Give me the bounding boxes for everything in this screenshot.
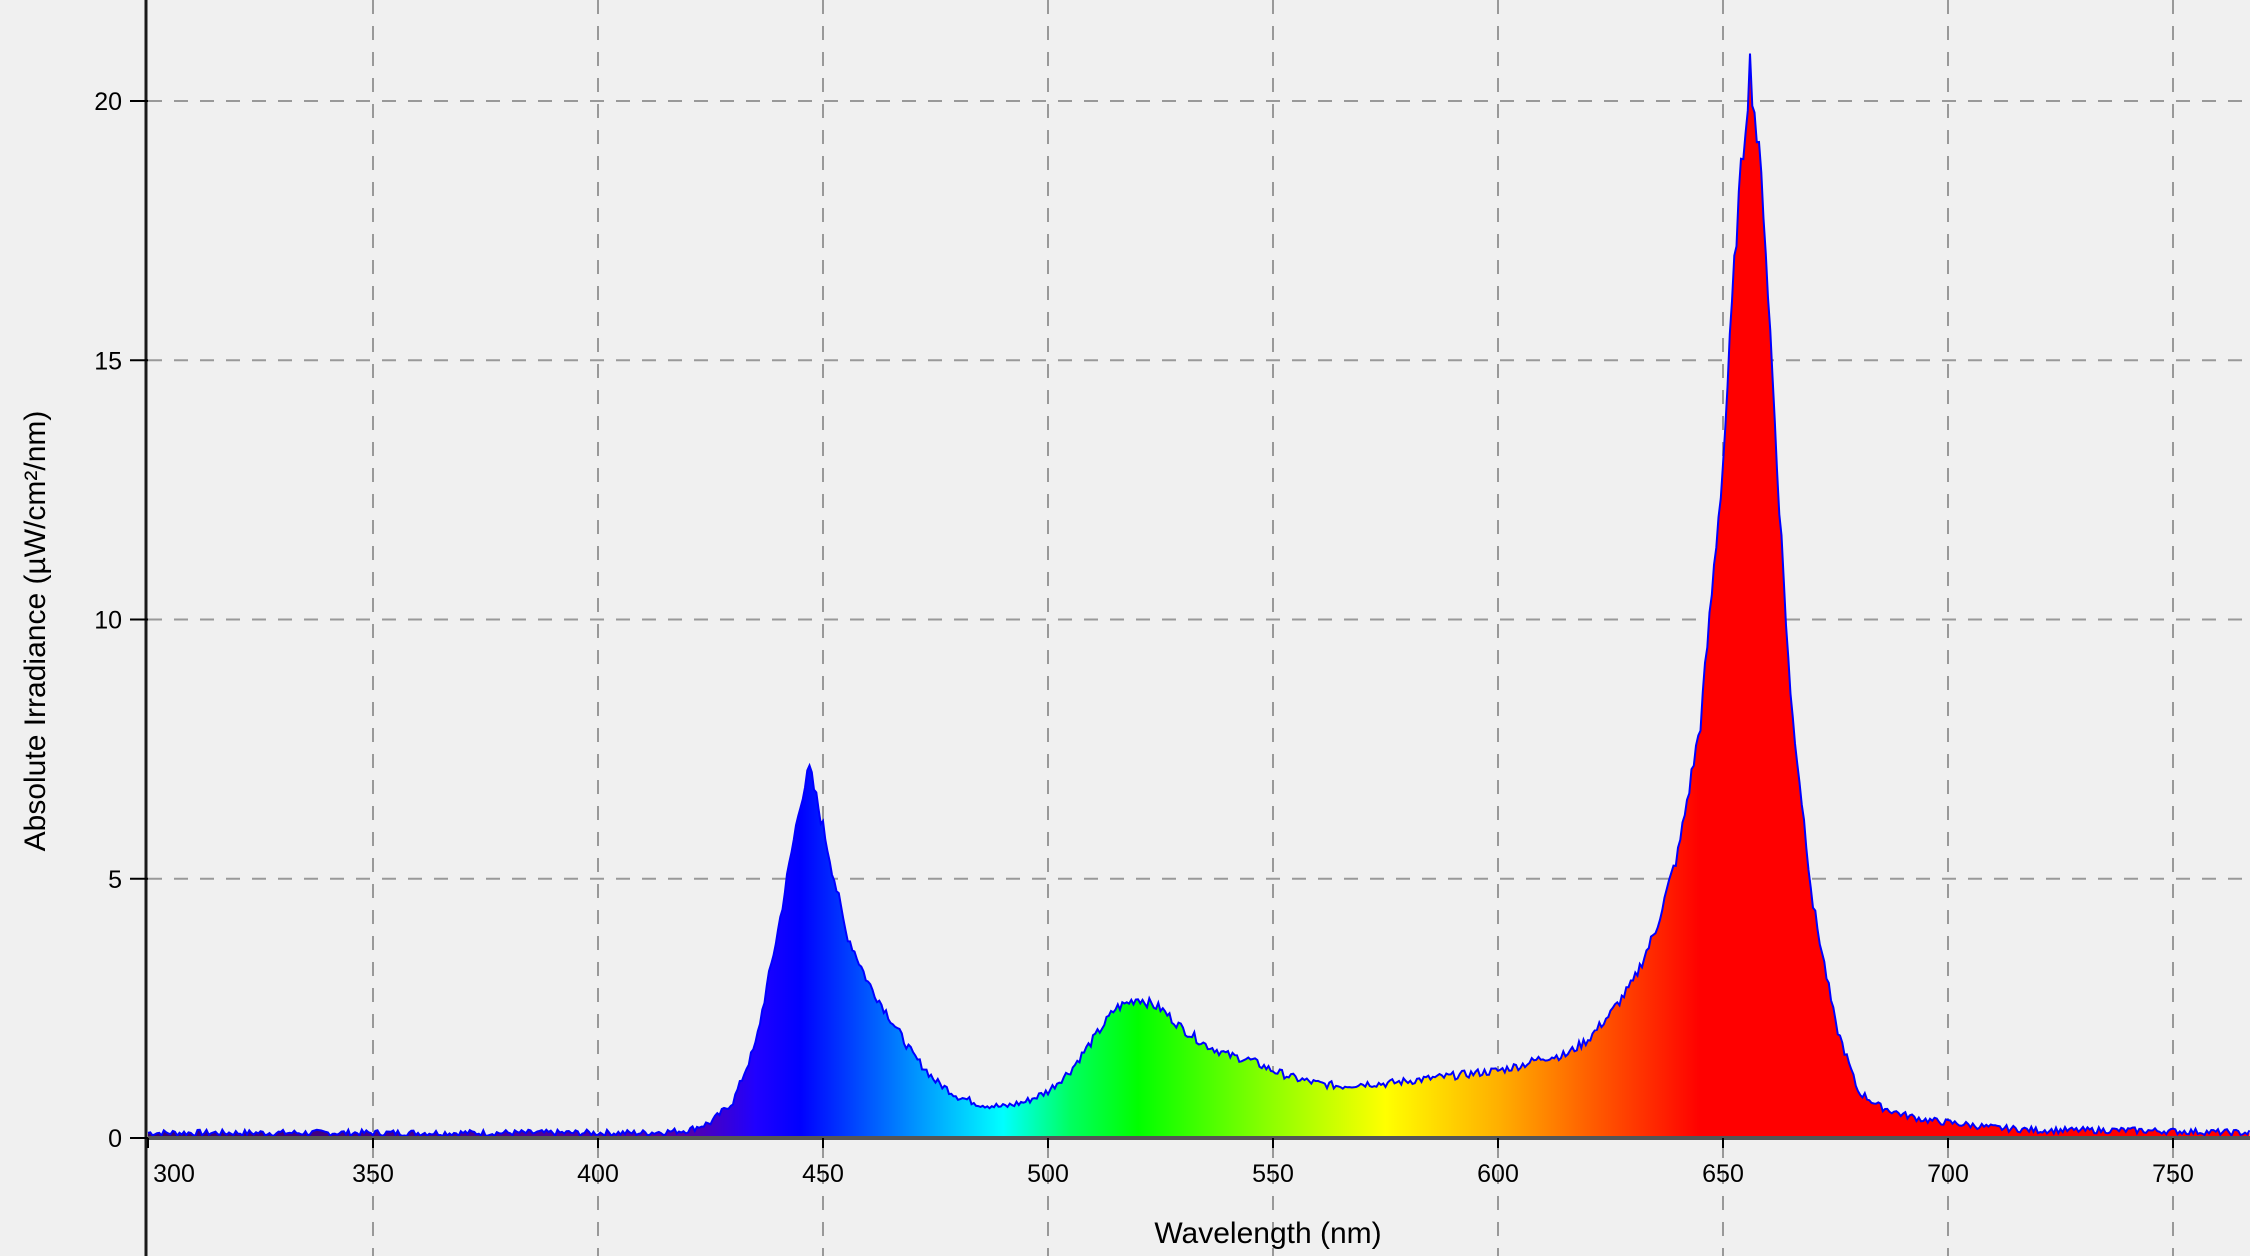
spectrum-line <box>147 53 2250 1138</box>
x-tick-label: 600 <box>1477 1160 1519 1188</box>
x-axis-label: Wavelength (nm) <box>1154 1217 1381 1250</box>
axes: 300 350 400 450 500 550 600 650 700 750 0 5 10 15 20 <box>94 0 2250 1256</box>
x-tick-label: 450 <box>802 1160 844 1188</box>
spectrum-area <box>148 53 2250 1138</box>
x-tick-label: 550 <box>1252 1160 1294 1188</box>
x-tick-label: 750 <box>2152 1160 2194 1188</box>
grid <box>148 0 2250 1256</box>
x-tick-label: 300 <box>153 1160 195 1188</box>
y-tick-label: 0 <box>108 1125 122 1153</box>
x-tick-label: 400 <box>577 1160 619 1188</box>
y-tick-label: 20 <box>94 88 122 116</box>
x-tick-label: 350 <box>352 1160 394 1188</box>
y-axis-label: Absolute Irradiance (µW/cm²/nm) <box>19 411 52 852</box>
y-tick-label: 5 <box>108 866 122 894</box>
x-tick-label: 650 <box>1702 1160 1744 1188</box>
y-tick-label: 10 <box>94 607 122 635</box>
x-tick-label: 700 <box>1927 1160 1969 1188</box>
x-tick-label: 500 <box>1027 1160 1069 1188</box>
y-tick-label: 15 <box>94 347 122 375</box>
